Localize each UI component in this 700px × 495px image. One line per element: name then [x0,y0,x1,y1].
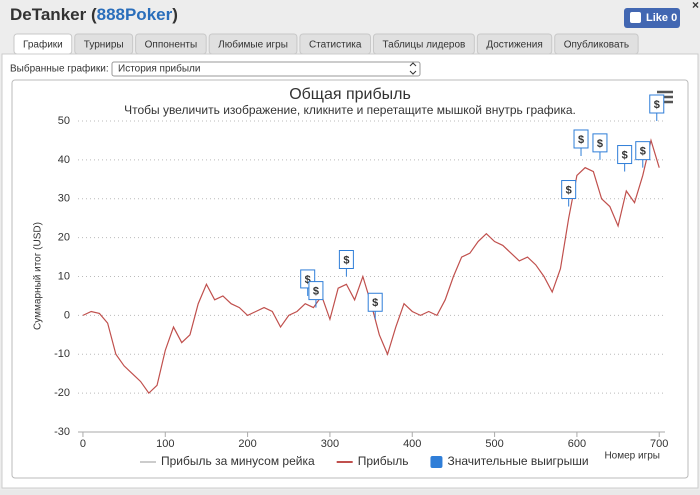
y-tick-label: 0 [64,309,70,321]
window-title: DeTanker (888Poker) [10,5,178,24]
win-flag [649,94,665,114]
flag-label: $ [305,274,311,286]
legend-marker [430,456,443,468]
x-tick-label: 500 [485,438,503,450]
like-count: 0 [671,12,677,24]
x-tick-label: 200 [238,438,256,450]
tab-bar: Графики Турниры Оппоненты Любимые игры Стати… [13,33,639,55]
selector-value: История прибыли [118,63,200,75]
tab-label: Любимые игры [218,39,288,51]
legend-label[interactable]: Прибыль за минусом рейка [161,454,315,468]
chart-selector[interactable] [111,61,421,77]
win-flag [573,129,589,149]
close-button[interactable]: × [692,0,699,12]
flag-label: $ [578,134,584,146]
title-end: ) [172,5,178,24]
x-tick-label: 300 [321,438,339,450]
site-link[interactable]: 888Poker [97,5,173,24]
chart-frame [11,79,689,479]
x-axis-label: Номер игры [604,451,660,462]
win-flag [635,141,651,161]
x-tick-label: 0 [80,438,86,450]
y-tick-label: 10 [58,270,70,282]
flag-label: $ [343,254,349,266]
legend-label[interactable]: Значительные выигрыши [447,454,588,468]
tab-label: Достижения [486,40,542,51]
flag-label: $ [313,286,319,298]
x-tick-label: 600 [568,438,586,450]
y-tick-label: -20 [54,387,70,399]
y-tick-label: -10 [54,348,70,360]
like-icon [630,12,641,23]
legend-label[interactable]: Прибыль [358,454,409,468]
y-tick-label: 40 [58,154,70,166]
chart-title: Общая прибыль [289,86,411,103]
tab-label: Таблицы лидеров [382,39,465,51]
win-flag [561,180,577,200]
y-tick-label: 50 [58,115,70,127]
tab-label: Турниры [84,40,124,51]
x-tick-label: 700 [650,438,668,450]
flag-label: $ [640,146,646,158]
flag-label: $ [622,149,628,161]
win-flag [617,145,633,165]
tab-label: Графики [23,39,63,51]
win-flag [592,133,608,153]
chart-subtitle: Чтобы увеличить изображение, кликните и … [124,103,576,117]
win-flag [367,292,383,312]
selector-arrow [409,62,417,75]
flag-label: $ [566,184,572,196]
selector-label: Выбранные графики: [10,63,109,75]
x-tick-label: 400 [403,438,421,450]
tab-label: Оппоненты [145,40,198,51]
win-flag [338,250,354,269]
like-label: Like [646,12,668,24]
y-axis-label: Суммарный итог (USD) [33,222,44,330]
flag-label: $ [654,99,660,111]
flag-label: $ [597,138,603,150]
user-name: DeTanker ( [10,5,97,24]
y-tick-label: -30 [54,426,70,438]
x-tick-label: 100 [156,438,174,450]
like-text: Like 0 [646,12,677,24]
y-tick-label: 20 [58,232,70,244]
tab-label: Статистика [309,40,362,51]
y-tick-label: 30 [58,193,70,205]
win-flag [308,281,324,301]
flag-label: $ [372,297,378,309]
tab-label: Опубликовать [564,39,629,51]
